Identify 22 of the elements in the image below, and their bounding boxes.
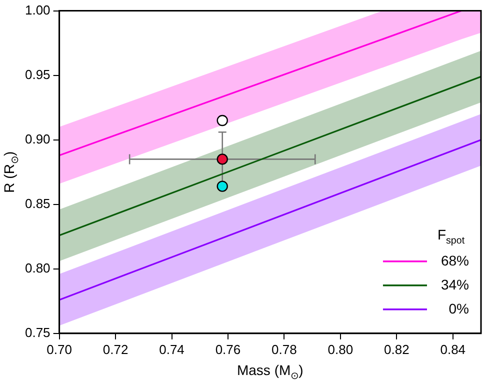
point	[216, 154, 228, 165]
x-tick-label: 0.78	[272, 342, 297, 357]
legend-label: 34%	[440, 276, 469, 292]
y-tick-label: 0.85	[24, 196, 50, 211]
y-tick-label: 0.90	[24, 131, 50, 146]
y-tick-label: 0.80	[24, 260, 50, 276]
y-tick-label: 0.75	[24, 324, 50, 340]
legend-label: 0%	[448, 300, 469, 316]
y-tick-label: 1.00	[24, 2, 50, 18]
x-tick-label: 0.76	[215, 342, 241, 357]
legend-label: 68%	[440, 252, 469, 268]
x-tick-label: 0.80	[328, 342, 354, 357]
point	[216, 180, 228, 192]
point	[216, 114, 228, 126]
x-tick-label: 0.74	[159, 342, 184, 357]
x-tick-label: 0.84	[440, 342, 466, 357]
x-tick-label: 0.72	[102, 342, 128, 357]
y-axis-title: R (R⊙)	[1, 151, 22, 193]
x-axis-title: Mass (M⊙)	[236, 362, 304, 381]
y-tick-label: 0.95	[24, 66, 50, 82]
x-tick-label: 0.82	[384, 342, 410, 357]
x-tick-label: 0.70	[46, 342, 72, 357]
